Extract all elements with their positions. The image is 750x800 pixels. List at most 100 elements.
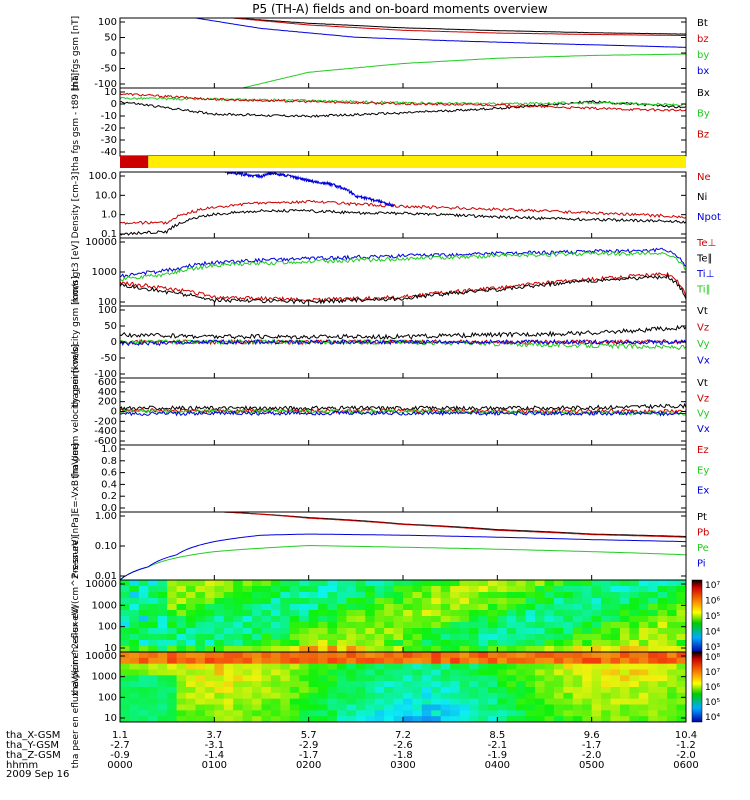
spectrogram-cell (186, 598, 196, 605)
spectrogram-cell (148, 716, 159, 722)
spectrogram-cell (497, 586, 508, 593)
legend-entry: Te⊥ (696, 238, 716, 249)
spectrogram-cell (261, 710, 272, 717)
spectrogram-cell (440, 663, 451, 670)
spectrogram-cell (393, 640, 404, 647)
spectrogram-cell (318, 598, 329, 605)
spectrogram-cell (129, 681, 140, 688)
spectrogram-cell (195, 580, 206, 587)
legend-entry: Ex (697, 486, 709, 497)
spectrogram-cell (553, 610, 564, 617)
y-tick-label: 600 (98, 377, 117, 388)
footer-row-label: tha_Y-GSM (6, 740, 59, 751)
spectrogram-cell (355, 580, 366, 587)
spectrogram-cell (252, 698, 262, 705)
spectrogram-cell (280, 663, 291, 670)
spectrogram-cell (176, 586, 187, 593)
spectrogram-cell (412, 704, 423, 711)
spectrogram-cell (318, 622, 329, 629)
spectrogram-cell (582, 592, 593, 599)
spectrogram-cell (440, 652, 451, 659)
spectrogram-cell (469, 586, 479, 593)
spectrogram-cell (459, 657, 470, 665)
spectrogram-cell (648, 598, 659, 605)
spectrogram-cell (497, 657, 508, 665)
spectrogram-cell (535, 652, 545, 659)
spectrogram-cell (412, 681, 423, 688)
spectrogram-cell (204, 628, 215, 635)
spectrogram-cell (233, 657, 244, 665)
series-line-bx (195, 18, 686, 48)
spectrogram-cell (365, 692, 376, 700)
spectrogram-cell (195, 622, 206, 629)
spectrogram-cell (572, 687, 583, 694)
spectrogram-cell (214, 687, 225, 694)
footer-value: 0000 (107, 760, 132, 771)
spectrogram-cell (582, 628, 593, 635)
spectrogram-cell (582, 616, 593, 623)
spectrogram-cell (619, 675, 630, 682)
spectrogram-cell (563, 610, 574, 617)
spectrogram-cell (553, 640, 564, 647)
spectrogram-cell (355, 681, 366, 688)
spectrogram-cell (431, 657, 442, 665)
spectrogram-cell (223, 580, 234, 587)
spectrogram-cell (261, 580, 272, 587)
spectrogram-cell (676, 669, 686, 676)
spectrogram-cell (270, 634, 281, 641)
spectrogram-cell (289, 646, 300, 652)
spectrogram-cell (403, 604, 413, 611)
spectrogram-cell (601, 604, 612, 611)
spectrogram-cell (318, 704, 329, 711)
series-group-1 (120, 92, 686, 118)
spectrogram-cell (582, 669, 593, 676)
spectrogram-cell (450, 681, 461, 688)
spectrogram-cell (242, 710, 253, 717)
spectrogram-cell (648, 710, 659, 717)
spectrogram-cell (252, 652, 262, 659)
spectrogram-cell (261, 598, 272, 605)
spectrogram-cell (525, 669, 536, 676)
spectrogram-cell (667, 687, 678, 694)
spectrogram-cell (525, 628, 536, 635)
spectrogram-cell (355, 716, 366, 722)
legend-entry: Bx (697, 88, 710, 99)
spectrogram-cell (157, 663, 168, 670)
spectrogram-cell (384, 646, 395, 652)
spectrogram-cell (261, 604, 272, 611)
spectrogram-cell (487, 646, 498, 652)
spectrogram-cell (431, 698, 442, 705)
spectrogram-cell (544, 681, 555, 688)
spectrogram-cell (129, 704, 140, 711)
spectrogram-cell (657, 586, 668, 593)
spectrogram-cell (469, 681, 479, 688)
spectrogram-cell (667, 622, 678, 629)
spectrogram-cell (440, 634, 451, 641)
spectrogram-cell (138, 580, 149, 587)
spectrogram-cell (252, 704, 262, 711)
spectrogram-cell (393, 592, 404, 599)
spectrogram-cell (629, 663, 640, 670)
spectrogram-cell (308, 687, 319, 694)
spectrogram-cell (478, 586, 489, 593)
spectrogram-cell (138, 598, 149, 605)
spectrogram-cell (355, 586, 366, 593)
spectrogram-cell (280, 657, 291, 665)
spectrogram-cell (336, 634, 347, 641)
spectrogram-cell (601, 610, 612, 617)
legend-entry: Vz (697, 323, 709, 334)
spectrogram-cell (440, 675, 451, 682)
spectrogram-cell (478, 657, 489, 665)
spectrogram-cell (223, 704, 234, 711)
y-tick-label: 10000 (85, 237, 117, 248)
legend-entry: Ey (697, 465, 709, 476)
spectrogram-cell (355, 675, 366, 682)
spectrogram-cell (525, 675, 536, 682)
spectrogram-cell (648, 622, 659, 629)
spectrogram-cell (233, 598, 244, 605)
spectrogram-cell (478, 640, 489, 647)
series-line-bz (233, 18, 686, 37)
spectrogram-cell (459, 580, 470, 587)
spectrogram-cell (516, 663, 527, 670)
